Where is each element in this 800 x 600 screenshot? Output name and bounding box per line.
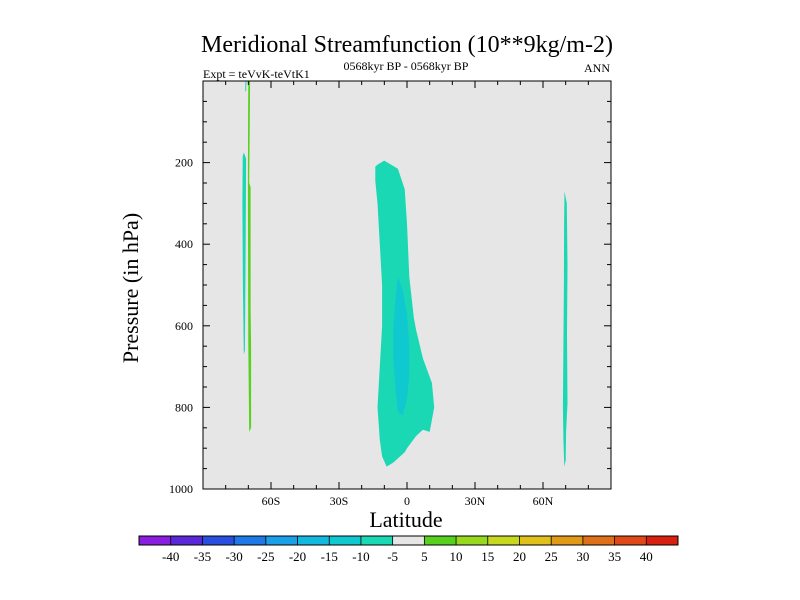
colorbar-swatch — [551, 536, 584, 545]
contour-region-4 — [247, 81, 252, 432]
colorbar-swatch — [139, 536, 172, 545]
contour-region-5 — [245, 81, 247, 92]
colorbar-swatch — [360, 536, 393, 545]
colorbar-label: 35 — [608, 549, 621, 564]
x-tick-label: 60N — [533, 494, 554, 508]
colorbar-swatch — [202, 536, 235, 545]
colorbar-swatch — [265, 536, 298, 545]
contour-region-3 — [242, 152, 247, 355]
colorbar-label: -40 — [162, 549, 179, 564]
colorbar-swatch — [614, 536, 647, 545]
x-tick-label: 30N — [465, 494, 486, 508]
x-tick-label: 0 — [404, 494, 410, 508]
colorbar-swatch — [487, 536, 520, 545]
colorbar: -40 -35 -30 -25 -20 -15 -10 -5 5 10 15 20 25 30 35 40 — [138, 535, 679, 564]
contour-regions — [242, 81, 568, 467]
subtitle-left: Expt = teVvK-teVtK1 — [203, 67, 310, 81]
x-tick-label: 30S — [330, 494, 349, 508]
contour-region-6 — [562, 191, 568, 467]
x-axis-label: Latitude — [369, 507, 442, 532]
colorbar-swatch — [329, 536, 362, 545]
colorbar-label: -20 — [289, 549, 306, 564]
colorbar-swatch — [234, 536, 267, 545]
colorbar-swatch — [582, 536, 615, 545]
colorbar-label: 5 — [421, 549, 428, 564]
colorbar-label: 20 — [513, 549, 526, 564]
colorbar-label: -25 — [257, 549, 274, 564]
colorbar-swatch — [519, 536, 552, 545]
subtitle-center: 0568kyr BP - 0568kyr BP — [344, 59, 469, 73]
colorbar-swatch — [646, 536, 679, 545]
axis-ticks — [202, 80, 612, 490]
colorbar-swatch — [456, 536, 489, 545]
y-tick-label: 800 — [175, 400, 193, 414]
colorbar-label: 15 — [481, 549, 494, 564]
colorbar-swatch — [170, 536, 203, 545]
y-tick-label: 200 — [175, 156, 193, 170]
contour-region-2 — [393, 276, 410, 416]
colorbar-swatch — [392, 536, 425, 545]
colorbar-label: 40 — [640, 549, 653, 564]
chart-title: Meridional Streamfunction (10**9kg/m-2) — [201, 32, 613, 58]
colorbar-label: -15 — [321, 549, 338, 564]
colorbar-label: 10 — [450, 549, 463, 564]
y-axis-label: Pressure (in hPa) — [118, 213, 143, 363]
y-tick-label: 1000 — [169, 482, 193, 496]
colorbar-label: 30 — [576, 549, 589, 564]
tick-labels: 60S 30S 0 30N 60N 200 400 600 800 1000 — [169, 156, 554, 508]
colorbar-swatch — [297, 536, 330, 545]
colorbar-label: -5 — [387, 549, 398, 564]
y-tick-label: 400 — [175, 237, 193, 251]
subtitle-right: ANN — [584, 61, 610, 75]
colorbar-frame — [138, 535, 679, 546]
y-tick-label: 600 — [175, 319, 193, 333]
colorbar-label: -30 — [225, 549, 242, 564]
colorbar-label: -35 — [194, 549, 211, 564]
colorbar-label: 25 — [545, 549, 558, 564]
x-tick-label: 60S — [262, 494, 281, 508]
colorbar-swatch — [424, 536, 457, 545]
colorbar-label: -10 — [352, 549, 369, 564]
